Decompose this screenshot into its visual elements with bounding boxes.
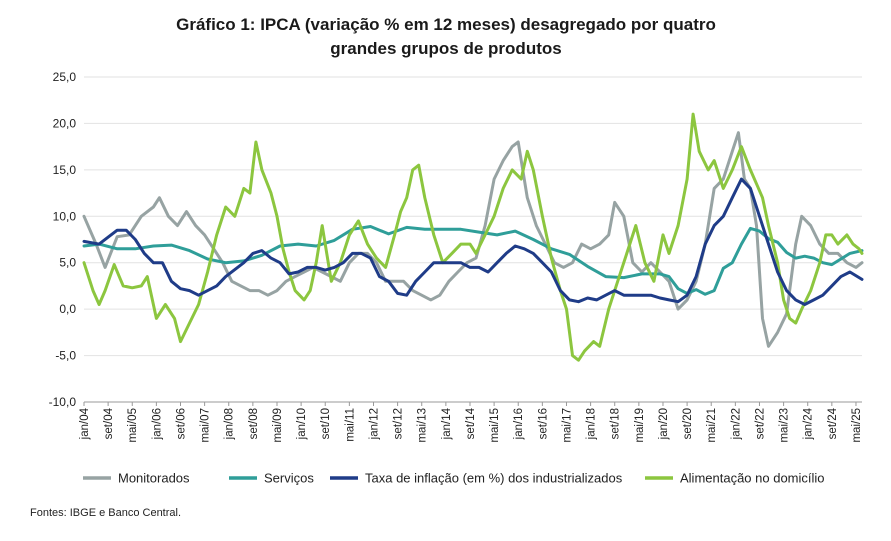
x-tick-label: jan/24 [803,407,815,440]
x-tick-label: mai/23 [779,408,791,443]
x-tick-label: jan/16 [513,408,525,440]
x-tick-label: set/14 [465,407,477,439]
x-tick-label: set/04 [103,407,115,439]
x-tick-label: mai/07 [200,408,212,443]
chart-title-line-2: grandes grupos de produtos [330,39,561,58]
legend-label: Monitorados [118,471,190,486]
x-tick-label: set/20 [682,408,694,439]
x-tick-label: mai/13 [417,408,429,443]
x-tick-label: mai/21 [706,408,718,443]
x-tick-label: mai/05 [127,408,139,443]
x-tick-label: jan/18 [586,408,598,440]
x-tick-label: jan/22 [730,408,742,440]
y-axis-ticks: 25,0 20,0 15,0 10,0 5,0 0,0 -5,0 -10,0 [49,70,77,409]
x-tick-label: set/16 [537,408,549,439]
x-tick-label: mai/15 [489,408,501,443]
source-note: Fontes: IBGE e Banco Central. [30,507,181,519]
x-tick-label: jan/20 [658,408,670,440]
chart-title-line-1: Gráfico 1: IPCA (variação % em 12 meses)… [176,15,716,34]
x-tick-label: set/10 [320,408,332,439]
x-tick-label: jan/08 [224,408,236,440]
legend-label: Taxa de inflação (em %) dos industrializ… [365,471,623,486]
legend-label: Alimentação no domicílio [680,471,825,486]
x-tick-label: jan/10 [296,408,308,440]
x-tick-label: jan/06 [151,408,163,440]
x-tick-label: mai/17 [561,408,573,443]
x-tick-label: mai/09 [272,408,284,443]
x-tick-label: set/08 [248,408,260,439]
x-tick-label: set/22 [754,408,766,439]
y-tick-label: -5,0 [55,349,76,363]
gridlines [84,76,862,403]
x-tick-label: jan/14 [441,407,453,440]
y-tick-label: 5,0 [59,256,76,270]
y-tick-label: 10,0 [53,209,77,223]
x-tick-label: mai/25 [851,408,863,443]
y-tick-label: 25,0 [53,70,77,84]
legend-label: Serviços [264,471,314,486]
x-tick-label: set/18 [610,408,622,439]
y-tick-label: 20,0 [53,116,77,130]
x-tick-label: set/06 [175,408,187,439]
x-tick-label: set/24 [827,407,839,439]
series-line-2 [82,177,864,306]
y-tick-label: 0,0 [59,302,76,316]
y-tick-label: -10,0 [49,395,77,409]
x-tick-label: jan/04 [79,407,91,440]
legend: Monitorados Serviços Taxa de inflação (em … [83,471,825,486]
x-tick-label: jan/12 [368,408,380,440]
x-tick-label: set/12 [393,408,405,439]
x-tick-label: mai/19 [634,408,646,443]
x-tick-label: mai/11 [344,408,356,442]
series-line-3 [82,112,864,362]
x-axis-ticks: jan/04 set/04 mai/05 jan/06 set/06 mai/07 jan/… [79,402,863,443]
y-tick-label: 15,0 [53,163,77,177]
series-lines [82,112,864,362]
